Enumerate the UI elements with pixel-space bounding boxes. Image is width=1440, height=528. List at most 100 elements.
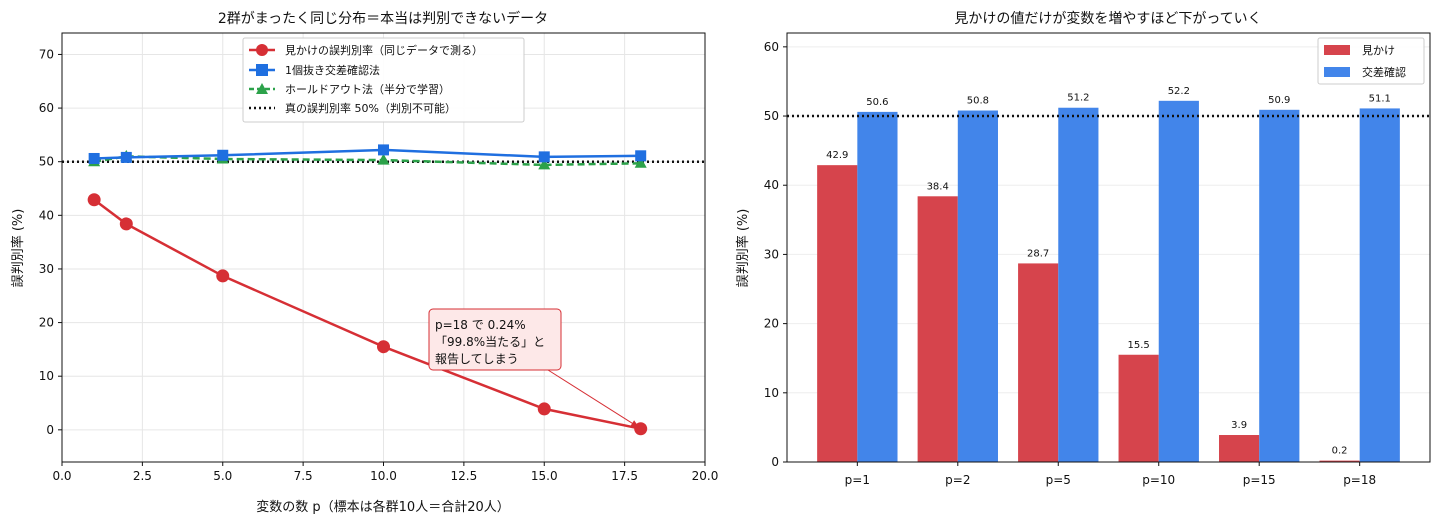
y-tick-label: 10 [39, 369, 54, 383]
annotation-line-2: 「99.8%当たる」と [435, 335, 545, 349]
bar-label-apparent: 28.7 [1027, 248, 1049, 259]
left-legend-box [242, 37, 525, 123]
bar-label-cv: 50.9 [1268, 95, 1290, 106]
legend-swatch-apparent [1324, 45, 1350, 55]
y-tick-label: 0 [46, 423, 54, 437]
left-y-ticks: 0 10 20 30 40 50 60 70 [39, 47, 62, 437]
legend-label-bar-cv: 交差確認 [1362, 65, 1406, 79]
left-x-axis-label: 変数の数 p（標本は各群10人＝合計20人） [256, 499, 509, 515]
x-tick-label: 12.5 [451, 469, 478, 483]
y-tick-label: 50 [764, 109, 779, 123]
y-tick-label: 50 [39, 155, 54, 169]
y-tick-label: 20 [39, 316, 54, 330]
left-legend: 見かけの誤判別率（同じデータで測る） 1個抜き交差確認法 ホールドアウト法（半分… [242, 37, 525, 123]
point-cv [120, 151, 132, 163]
legend-entry-cv: 1個抜き交差確認法 [249, 63, 380, 77]
annotation-line-3: 報告してしまう [435, 352, 519, 366]
y-tick-label: 30 [764, 247, 779, 261]
y-tick-label: 40 [39, 208, 54, 222]
left-y-axis-label: 誤判別率 (%) [10, 209, 26, 288]
legend-label-true-rate: 真の誤判別率 50%（判別不可能） [285, 101, 456, 115]
point-apparent [377, 340, 390, 354]
series-line-1 [94, 148, 641, 160]
x-tick-label: p=5 [1046, 473, 1071, 487]
legend-marker-square [256, 64, 268, 76]
bar-apparent [1219, 435, 1260, 462]
annotation-arrowhead [630, 420, 640, 428]
legend-label-holdout: ホールドアウト法（半分で学習） [285, 82, 450, 96]
legend-marker-circle [256, 44, 268, 56]
x-tick-label: p=2 [945, 473, 970, 487]
x-tick-label: 15.0 [531, 469, 558, 483]
legend-marker-triangle [256, 83, 268, 94]
point-cv [217, 149, 229, 161]
bar-apparent [917, 196, 958, 463]
legend-swatch-cv [1324, 67, 1350, 77]
bar-cv [1359, 108, 1400, 463]
annotation-box [428, 308, 562, 371]
point-apparent [119, 217, 133, 231]
legend-label-bar-apparent: 見かけ [1362, 44, 1395, 57]
right-x-ticks: p=1 p=2 p=5 p=10 p=15 p=18 [845, 462, 1376, 487]
bar-apparent [817, 165, 858, 463]
x-tick-label: 5.0 [213, 469, 232, 483]
y-tick-label: 30 [39, 262, 54, 276]
bar-cv [1158, 100, 1199, 462]
y-tick-label: 70 [39, 47, 54, 61]
left-annotation: p=18 で 0.24% 「99.8%当たる」と 報告してしまう [428, 308, 640, 428]
bar-apparent [1018, 263, 1059, 462]
x-tick-label: 10.0 [370, 469, 397, 483]
left-x-ticks: 0.0 2.5 5.0 7.5 10.0 12.5 15.0 17.5 20.0 [52, 462, 718, 483]
y-tick-label: 10 [764, 386, 779, 400]
point-cv [378, 144, 389, 156]
legend-entry-apparent: 見かけの誤判別率（同じデータで測る） [249, 43, 483, 57]
y-tick-label: 60 [39, 101, 54, 115]
point-cv [88, 152, 100, 164]
bar-label-cv: 50.8 [967, 95, 989, 106]
legend-label-apparent: 見かけの誤判別率（同じデータで測る） [285, 43, 483, 57]
right-chart: 42.9 50.6 38.4 50.8 28.7 51.2 15.5 52.2 3.9 50.9 0… [735, 10, 1431, 487]
point-holdout [634, 156, 647, 168]
y-tick-label: 20 [764, 317, 779, 331]
bar-label-apparent: 15.5 [1128, 340, 1150, 351]
bar-cv [1259, 109, 1300, 462]
bar-label-apparent: 38.4 [927, 181, 949, 192]
legend-label-cv: 1個抜き交差確認法 [285, 63, 380, 77]
x-tick-label: 7.5 [294, 469, 313, 483]
y-tick-label: 0 [771, 455, 779, 469]
bar-cv [857, 111, 898, 462]
bar-label-cv: 50.6 [866, 97, 888, 108]
point-cv [635, 150, 647, 162]
point-cv [538, 151, 550, 163]
bar-apparent [1118, 354, 1159, 462]
right-y-axis-label: 誤判別率 (%) [735, 209, 751, 288]
bar-apparent [1319, 460, 1360, 462]
point-apparent [216, 269, 230, 283]
x-tick-label: p=15 [1243, 473, 1276, 487]
bar-cv [957, 110, 998, 463]
point-holdout [538, 158, 551, 170]
bar-label-apparent: 42.9 [826, 150, 848, 161]
x-tick-label: 2.5 [133, 469, 152, 483]
right-chart-title: 見かけの値だけが変数を増やすほど下がっていく [954, 10, 1261, 27]
bar-label-cv: 51.1 [1369, 93, 1391, 104]
bar-label-cv: 51.2 [1067, 93, 1089, 104]
legend-entry-true-rate: 真の誤判別率 50%（判別不可能） [249, 101, 456, 115]
x-tick-label: 0.0 [52, 469, 71, 483]
x-tick-label: 20.0 [692, 469, 719, 483]
point-apparent [537, 402, 551, 416]
x-tick-label: p=18 [1343, 473, 1376, 487]
left-series-layer [87, 144, 648, 436]
bar-cv [1058, 107, 1099, 462]
right-legend: 見かけ 交差確認 [1317, 37, 1425, 85]
series-line-0 [93, 198, 641, 430]
x-tick-label: 17.5 [611, 469, 638, 483]
legend-entry-holdout: ホールドアウト法（半分で学習） [249, 82, 450, 96]
y-tick-label: 60 [764, 40, 779, 54]
bar-label-cv: 52.2 [1168, 86, 1190, 97]
annotation-line-1: p=18 で 0.24% [435, 318, 526, 332]
x-tick-label: p=10 [1142, 473, 1175, 487]
point-apparent [87, 193, 101, 207]
